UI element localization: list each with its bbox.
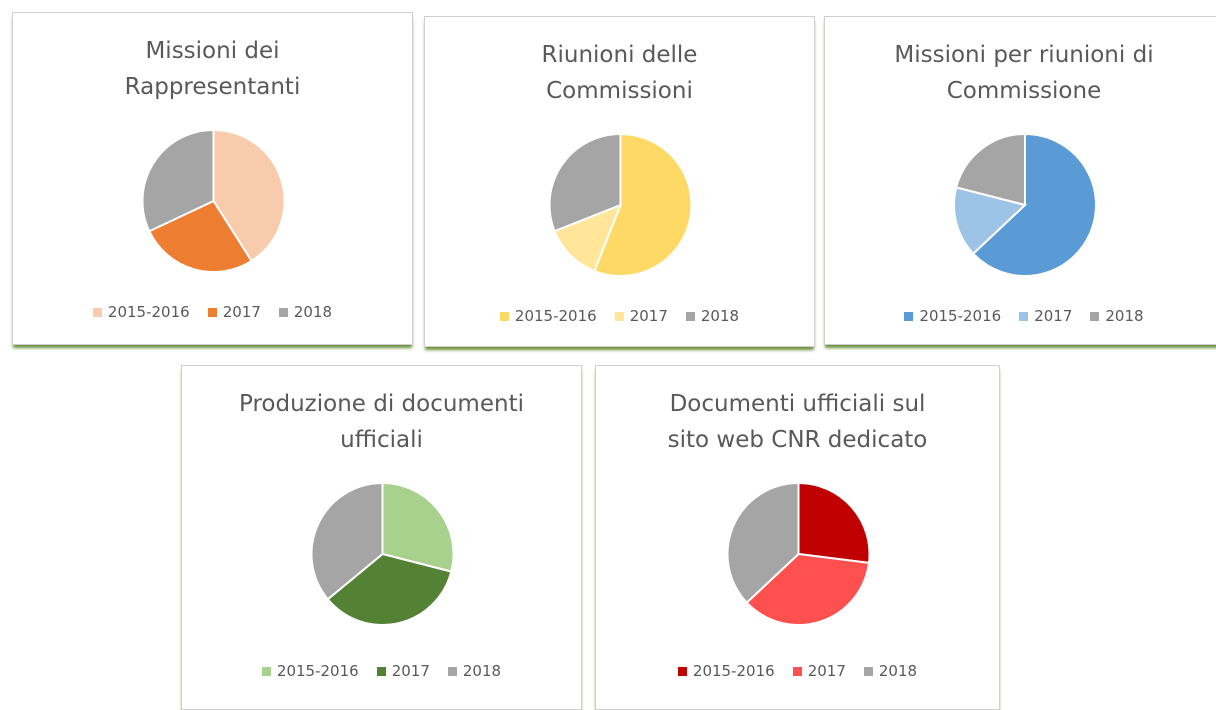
pie-slice <box>548 132 622 233</box>
legend-swatch <box>614 312 624 321</box>
legend-swatch <box>499 312 509 321</box>
legend-swatch <box>447 667 457 676</box>
pie-slice <box>955 132 1026 207</box>
legend-swatch <box>1090 312 1100 321</box>
legend-label: 2018 <box>1105 307 1144 325</box>
pie-slice <box>381 481 455 573</box>
legend-label: 2015-2016 <box>107 303 190 321</box>
legend-swatch <box>792 667 802 676</box>
legend-label: 2015-2016 <box>276 662 359 680</box>
legend-label: 2017 <box>1034 307 1073 325</box>
legend-item: 2015-2016 <box>677 662 775 680</box>
pie-slice <box>797 481 871 565</box>
legend-label: 2015-2016 <box>514 307 597 325</box>
pie <box>953 132 1097 277</box>
pie-slice <box>745 552 871 626</box>
legend-label: 2017 <box>629 307 668 325</box>
legend-item: 2015-2016 <box>261 662 359 680</box>
legend-item: 2017 <box>376 662 430 680</box>
legend: 2015-2016 2017 2018 <box>182 662 581 680</box>
chart-panel: Missioni dei Rappresentanti 2015-2016 2017 2… <box>12 12 413 345</box>
chart-title: Missioni per riunioni di Commissione <box>825 37 1216 109</box>
legend-label: 2017 <box>807 662 846 680</box>
legend-label: 2018 <box>700 307 740 325</box>
legend-item: 2015-2016 <box>904 307 1001 325</box>
legend-swatch <box>677 667 687 676</box>
title-line: Rappresentanti <box>124 74 301 100</box>
legend-item: 2017 <box>614 307 668 325</box>
legend: 2015-2016 2017 2018 <box>825 307 1216 325</box>
chart-title: Riunioni delle Commissioni <box>425 37 814 109</box>
legend-swatch <box>207 308 217 317</box>
legend-swatch <box>278 308 288 317</box>
pie-slice <box>593 132 693 277</box>
legend-label: 2015-2016 <box>919 307 1002 325</box>
legend-swatch <box>376 667 386 676</box>
chart-title: Produzione di documenti ufficiali <box>182 386 581 458</box>
legend-label: 2018 <box>293 303 333 321</box>
title-line: Commissioni <box>546 78 693 104</box>
legend-label: 2018 <box>878 662 918 680</box>
legend-swatch <box>863 667 873 676</box>
legend-label: 2017 <box>391 662 430 680</box>
legend-swatch <box>1019 312 1029 321</box>
pie-slice <box>953 186 1028 256</box>
legend-swatch <box>904 312 914 321</box>
title-line: sito web CNR dedicato <box>667 427 928 453</box>
pie-slice <box>553 203 623 273</box>
title-line: Missioni per riunioni di <box>894 42 1154 68</box>
legend-item: 2018 <box>447 662 502 680</box>
chart-title: Missioni dei Rappresentanti <box>13 33 412 105</box>
legend: 2015-2016 2017 2018 <box>596 662 999 680</box>
pie <box>141 128 286 273</box>
legend-label: 2018 <box>462 662 502 680</box>
legend-item: 2015-2016 <box>499 307 597 325</box>
chart-panel: Riunioni delle Commissioni 2015-2016 2017 20… <box>424 16 815 347</box>
chart-panel: Documenti ufficiali sul sito web CNR dedi… <box>595 365 1000 710</box>
title-line: Missioni dei <box>145 38 280 64</box>
title-line: ufficiali <box>340 427 423 453</box>
legend: 2015-2016 2017 2018 <box>425 307 814 325</box>
legend-item: 2018 <box>278 303 333 321</box>
legend-swatch <box>261 667 271 676</box>
pie-slice <box>971 132 1097 277</box>
legend-item: 2017 <box>1019 307 1072 325</box>
pie <box>548 132 693 277</box>
pie-slice <box>141 128 215 233</box>
pie-slice <box>326 552 453 626</box>
legend-label: 2015-2016 <box>692 662 775 680</box>
title-line: Commissione <box>946 78 1102 104</box>
legend-item: 2015-2016 <box>92 303 190 321</box>
chart-panel: Produzione di documenti ufficiali 2015-201… <box>181 365 582 710</box>
legend-item: 2017 <box>792 662 846 680</box>
pie-slice <box>726 481 800 605</box>
chart-title: Documenti ufficiali sul sito web CNR dedi… <box>596 386 999 458</box>
legend-item: 2018 <box>1090 307 1144 325</box>
pie <box>726 481 871 626</box>
title-line: Produzione di documenti <box>239 391 524 417</box>
legend-label: 2017 <box>222 303 261 321</box>
legend-item: 2018 <box>685 307 740 325</box>
title-line: Documenti ufficiali sul <box>669 391 926 417</box>
legend-item: 2018 <box>863 662 918 680</box>
legend-swatch <box>92 308 102 317</box>
legend-item: 2017 <box>207 303 261 321</box>
chart-panel: Missioni per riunioni di Commissione 2015-… <box>824 16 1216 345</box>
pie-slice <box>310 481 384 601</box>
pie <box>310 481 455 626</box>
legend: 2015-2016 2017 2018 <box>13 303 412 321</box>
legend-swatch <box>685 312 695 321</box>
title-line: Riunioni delle <box>541 42 698 68</box>
pie-slice <box>147 199 253 273</box>
